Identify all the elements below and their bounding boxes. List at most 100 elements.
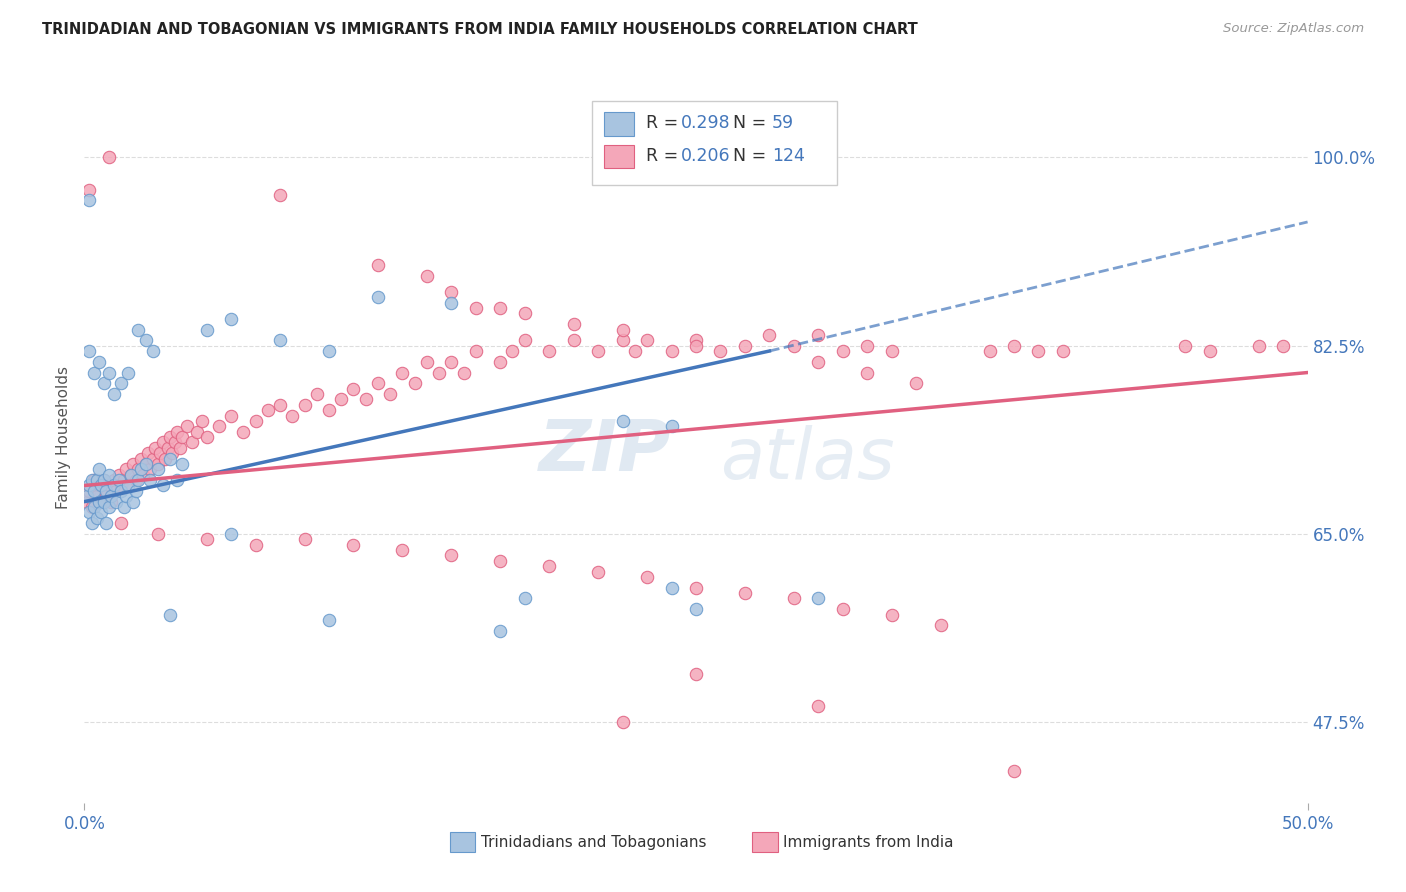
Point xyxy=(586,344,609,359)
Point xyxy=(1247,338,1270,352)
Point xyxy=(1028,344,1050,359)
Point xyxy=(146,527,169,541)
Text: Source: ZipAtlas.com: Source: ZipAtlas.com xyxy=(1223,22,1364,36)
Point xyxy=(90,505,112,519)
Point xyxy=(734,586,756,600)
Point xyxy=(100,494,122,508)
Point xyxy=(1002,764,1025,778)
Point xyxy=(489,624,512,638)
Point xyxy=(143,441,166,455)
Point xyxy=(489,355,512,369)
Point xyxy=(195,533,218,547)
Point xyxy=(103,478,125,492)
Point xyxy=(661,581,683,595)
Point xyxy=(440,549,463,563)
Point xyxy=(122,457,145,471)
Point xyxy=(77,344,100,359)
Point xyxy=(96,516,118,530)
Point xyxy=(129,462,152,476)
Point xyxy=(110,478,132,492)
Point xyxy=(342,538,364,552)
Point xyxy=(758,327,780,342)
Point xyxy=(440,295,463,310)
Point xyxy=(122,494,145,508)
Point xyxy=(100,489,122,503)
Text: TRINIDADIAN AND TOBAGONIAN VS IMMIGRANTS FROM INDIA FAMILY HOUSEHOLDS CORRELATIO: TRINIDADIAN AND TOBAGONIAN VS IMMIGRANTS… xyxy=(42,22,918,37)
Point xyxy=(1272,338,1295,352)
Point xyxy=(513,306,536,320)
Point xyxy=(232,425,254,439)
Point xyxy=(586,565,609,579)
Point xyxy=(464,344,486,359)
Point xyxy=(427,366,450,380)
Point xyxy=(612,414,634,428)
Point xyxy=(404,376,426,391)
Text: 0.298: 0.298 xyxy=(682,113,731,131)
Point xyxy=(318,403,340,417)
Point xyxy=(807,327,830,342)
Point xyxy=(153,451,176,466)
Point xyxy=(219,311,242,326)
Point xyxy=(77,183,100,197)
Point xyxy=(294,533,316,547)
Point xyxy=(176,419,198,434)
Y-axis label: Family Households: Family Households xyxy=(56,366,72,508)
Point xyxy=(807,355,830,369)
Point xyxy=(783,591,806,606)
Point xyxy=(93,473,115,487)
Point xyxy=(416,268,439,283)
Point xyxy=(120,467,142,482)
Point xyxy=(783,338,806,352)
Point xyxy=(97,366,120,380)
Point xyxy=(107,467,129,482)
Point xyxy=(77,478,100,492)
Point xyxy=(661,344,683,359)
Point xyxy=(172,457,194,471)
Point xyxy=(146,462,169,476)
Point xyxy=(1002,338,1025,352)
FancyBboxPatch shape xyxy=(605,145,634,168)
Point xyxy=(83,366,105,380)
Point xyxy=(219,527,242,541)
Point xyxy=(453,366,475,380)
Point xyxy=(172,430,194,444)
Point xyxy=(127,473,149,487)
Point xyxy=(342,382,364,396)
Point xyxy=(489,554,512,568)
Point xyxy=(142,344,165,359)
Point xyxy=(103,387,125,401)
Point xyxy=(136,446,159,460)
Point xyxy=(93,473,115,487)
Point xyxy=(367,290,389,304)
Point xyxy=(208,419,231,434)
Point xyxy=(162,446,184,460)
Point xyxy=(880,607,903,622)
Point xyxy=(110,483,132,498)
Point xyxy=(538,559,561,574)
Point xyxy=(129,451,152,466)
Point xyxy=(440,285,463,299)
Point xyxy=(181,435,204,450)
Point xyxy=(612,715,634,730)
Point xyxy=(856,366,879,380)
Point xyxy=(77,505,100,519)
Point xyxy=(135,457,157,471)
Point xyxy=(152,435,174,450)
Point xyxy=(112,473,135,487)
Point xyxy=(219,409,242,423)
Point xyxy=(195,430,218,444)
Point xyxy=(636,570,658,584)
Point xyxy=(979,344,1001,359)
Point xyxy=(105,483,128,498)
Point xyxy=(318,344,340,359)
Point xyxy=(269,188,291,202)
Point xyxy=(149,446,172,460)
Point xyxy=(96,489,118,503)
Point xyxy=(685,338,707,352)
Point xyxy=(905,376,928,391)
Point xyxy=(612,322,634,336)
Point xyxy=(269,398,291,412)
Point xyxy=(135,333,157,347)
Point xyxy=(80,473,103,487)
Point xyxy=(86,473,108,487)
